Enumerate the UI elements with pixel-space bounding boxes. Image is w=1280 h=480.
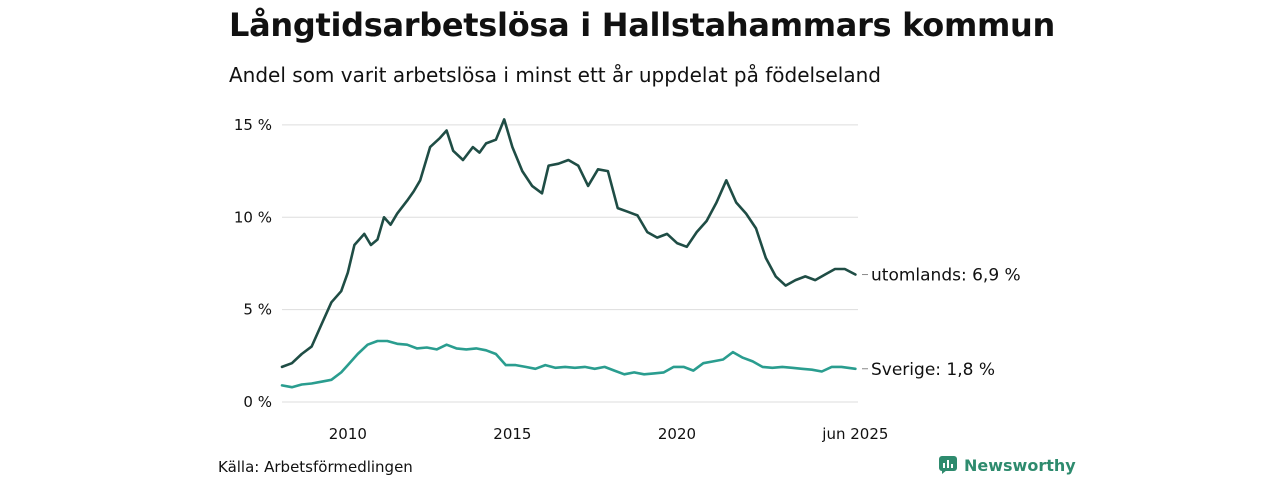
- x-tick-label: jun 2025: [821, 425, 888, 443]
- brand-name: Newsworthy: [964, 455, 1076, 475]
- y-tick-label: 10 %: [234, 208, 272, 226]
- source-note: Källa: Arbetsförmedlingen: [218, 458, 413, 476]
- chart-title: Långtidsarbetslösa i Hallstahammars komm…: [229, 6, 1055, 44]
- x-tick-label: 2020: [658, 425, 696, 443]
- brand-logo: Newsworthy: [938, 455, 1076, 475]
- series-end-label: utomlands: 6,9 %: [871, 266, 1021, 286]
- y-tick-label: 5 %: [243, 301, 272, 319]
- series-line-sverige: [280, 339, 857, 389]
- y-tick-label: 0 %: [243, 393, 272, 411]
- chart-subtitle: Andel som varit arbetslösa i minst ett å…: [229, 63, 881, 87]
- x-tick-label: 2015: [493, 425, 531, 443]
- series-line-utomlands: [280, 118, 857, 369]
- x-tick-label: 2010: [329, 425, 367, 443]
- series-end-label: Sverige: 1,8 %: [871, 360, 995, 380]
- newsworthy-icon: [939, 456, 957, 474]
- y-tick-label: 15 %: [234, 116, 272, 134]
